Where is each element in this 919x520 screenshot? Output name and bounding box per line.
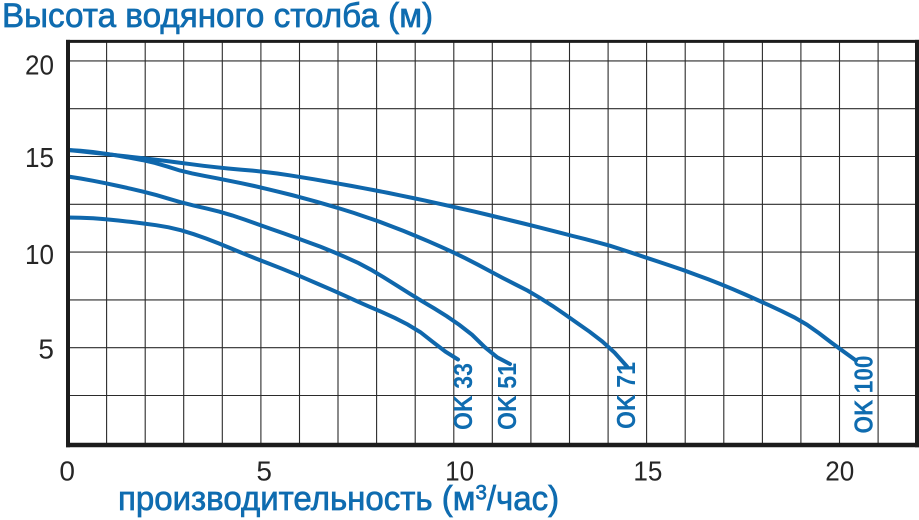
svg-text:OK 51: OK 51 xyxy=(492,363,522,430)
svg-text:5: 5 xyxy=(38,334,54,365)
svg-text:0: 0 xyxy=(59,456,75,487)
svg-text:10: 10 xyxy=(25,239,54,270)
svg-text:OK 100: OK 100 xyxy=(849,356,879,434)
svg-text:5: 5 xyxy=(256,456,272,487)
svg-text:10: 10 xyxy=(445,456,474,487)
svg-text:OK 33: OK 33 xyxy=(448,363,478,430)
svg-text:OK 71: OK 71 xyxy=(611,362,641,429)
svg-text:20: 20 xyxy=(825,456,854,487)
svg-text:15: 15 xyxy=(25,142,54,173)
svg-text:15: 15 xyxy=(633,456,662,487)
svg-text:20: 20 xyxy=(25,50,54,81)
